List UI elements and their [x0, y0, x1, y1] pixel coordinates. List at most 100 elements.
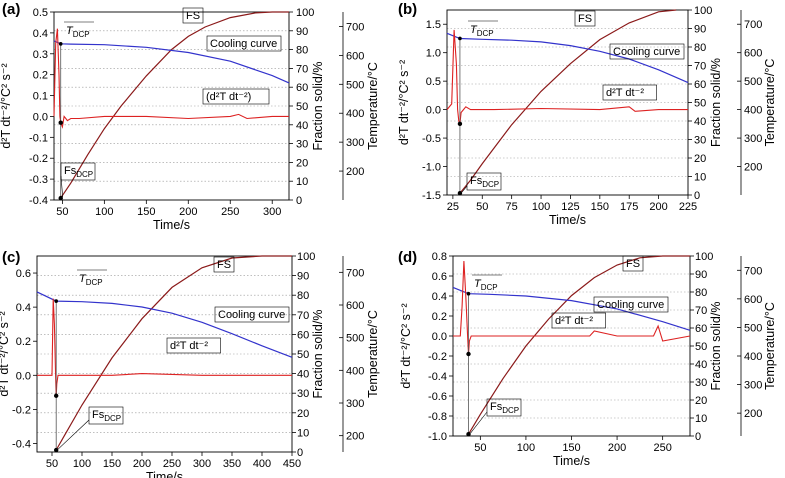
- y-fs-tick-label: 90: [695, 269, 707, 281]
- x-tick-label: 100: [73, 458, 91, 470]
- y-fs-tick-label: 90: [296, 26, 308, 38]
- cooling-curve-line: [53, 40, 290, 84]
- y-left-tick-label: 0.2: [16, 336, 31, 348]
- y-fs-axis-title: Fraction solid/%: [709, 58, 723, 147]
- annotation-cooling-curve: Cooling curve: [597, 299, 664, 311]
- y-fs-tick-label: 50: [694, 98, 706, 110]
- annotation-derivative: d²T dt⁻²: [555, 315, 593, 327]
- y-left-tick-label: 0.5: [426, 76, 441, 88]
- x-tick-label: 200: [179, 206, 197, 218]
- annotation-fs-box: [213, 256, 235, 273]
- x-tick-label: 300: [193, 458, 211, 470]
- y-fs-tick-label: 50: [297, 349, 309, 361]
- y-fs-tick-label: 70: [296, 63, 308, 75]
- y-temp-tick-label: 400: [346, 108, 364, 120]
- x-tick-label: 100: [517, 442, 535, 454]
- y-fs-tick-label: 80: [694, 42, 706, 54]
- y-fs-tick-label: 20: [694, 153, 706, 165]
- y-left-tick-label: -0.8: [428, 411, 447, 423]
- y-fs-tick-label: 100: [296, 7, 314, 19]
- x-tick-label: 200: [608, 442, 626, 454]
- x-tick-label: 250: [653, 442, 671, 454]
- y-temp-tick-label: 700: [744, 19, 762, 31]
- annotation-derivative-box: [602, 84, 657, 101]
- cooling-curve-line: [446, 32, 689, 84]
- annotation-tdcp: TDCP: [66, 25, 90, 39]
- tdcp-point: [458, 36, 462, 41]
- x-tick-label: 225: [679, 201, 697, 213]
- x-tick-label: 50: [474, 442, 486, 454]
- chart-panel-3: 50 100 150 200 250 300 350 400 450Time/s-0.4-0.2…: [0, 249, 380, 478]
- panel-label: (c): [2, 249, 20, 266]
- y-temp-tick-label: 600: [744, 48, 762, 60]
- tdcp-point: [58, 42, 63, 46]
- y-left-tick-label: -0.2: [29, 153, 48, 165]
- y-fs-tick-label: 100: [694, 5, 712, 17]
- annotation-fs: FS: [578, 13, 592, 25]
- y-fs-tick-label: 70: [297, 310, 309, 322]
- y-left-tick-label: -0.4: [29, 195, 48, 207]
- y-temp-tick-label: 600: [744, 294, 762, 306]
- annotation-cooling-curve-box: [609, 43, 685, 60]
- x-tick-label: 50: [476, 201, 488, 213]
- fraction-solid-line: [60, 11, 289, 199]
- y-fs-tick-label: 20: [695, 395, 707, 407]
- annotation-fsdcp: FsDCP: [64, 165, 93, 179]
- y-fs-tick-label: 100: [695, 251, 713, 263]
- x-tick-label: 75: [506, 201, 518, 213]
- y-left-axis-title: d²T dt⁻²/°C² s⁻²: [397, 60, 411, 145]
- second-derivative-line: [446, 29, 688, 125]
- y-left-tick-label: -0.1: [29, 132, 48, 144]
- y-temp-tick-label: 200: [744, 162, 762, 174]
- y-left-tick-label: -0.2: [428, 351, 447, 363]
- second-derivative-line: [453, 260, 691, 355]
- x-tick-label: 250: [163, 458, 181, 470]
- y-left-tick-label: -1.5: [422, 190, 441, 202]
- fraction-solid-line: [467, 255, 690, 435]
- annotation-fs: FS: [217, 259, 231, 271]
- y-left-tick-label: 1.0: [426, 48, 441, 60]
- y-fs-tick-label: 80: [297, 290, 309, 302]
- y-left-tick-label: 0.6: [16, 268, 31, 280]
- y-fs-tick-label: 10: [297, 427, 309, 439]
- annotation-cooling-curve: Cooling curve: [210, 38, 277, 50]
- y-left-tick-label: -1.0: [428, 431, 447, 443]
- y-fs-tick-label: 10: [694, 172, 706, 184]
- y-fs-tick-label: 0: [694, 190, 700, 202]
- annotation-fsdcp-leader: [60, 175, 64, 198]
- annotation-fsdcp-box: [60, 162, 96, 181]
- x-tick-label: 250: [221, 206, 239, 218]
- y-fs-tick-label: 90: [297, 271, 309, 283]
- x-tick-label: 50: [56, 206, 68, 218]
- y-temp-axis-title: Temperature/°C: [763, 59, 777, 147]
- y-temp-tick-label: 500: [346, 333, 364, 345]
- y-fs-tick-label: 70: [695, 305, 707, 317]
- x-axis-title: Time/s: [153, 218, 190, 232]
- x-tick-label: 175: [620, 201, 638, 213]
- annotation-tdcp: TDCP: [79, 273, 103, 287]
- annotation-cooling-curve: Cooling curve: [218, 309, 285, 321]
- y-fs-tick-label: 30: [296, 139, 308, 151]
- y-left-tick-label: -0.3: [29, 174, 48, 186]
- x-tick-label: 50: [46, 458, 58, 470]
- x-tick-label: 450: [283, 458, 301, 470]
- y-temp-tick-label: 500: [744, 76, 762, 88]
- dcp-derivative-point: [457, 121, 463, 127]
- y-left-tick-label: 0.3: [33, 49, 48, 61]
- y-fs-axis-title: Fraction solid/%: [709, 302, 723, 391]
- annotation-derivative: d²T dt⁻²: [606, 87, 644, 99]
- x-tick-label: 300: [263, 206, 281, 218]
- y-temp-tick-label: 200: [744, 408, 762, 420]
- y-left-tick-label: 0.6: [432, 271, 447, 283]
- fsdcp-point: [466, 432, 471, 437]
- y-fs-axis-title: Fraction solid/%: [311, 62, 325, 151]
- x-tick-label: 400: [253, 458, 271, 470]
- chart-panel-4: 50 100 150 200 250Time/s-1.0-0.8-0.6-0.4-0.2…: [398, 249, 777, 468]
- y-left-tick-label: -0.4: [12, 438, 31, 450]
- annotation-derivative-box: [202, 88, 270, 105]
- second-derivative-line: [37, 298, 292, 396]
- y-temp-axis-title: Temperature/°C: [366, 310, 380, 398]
- annotation-fsdcp-leader: [470, 411, 488, 434]
- y-fs-tick-label: 80: [695, 287, 707, 299]
- annotation-fs: FS: [186, 10, 200, 22]
